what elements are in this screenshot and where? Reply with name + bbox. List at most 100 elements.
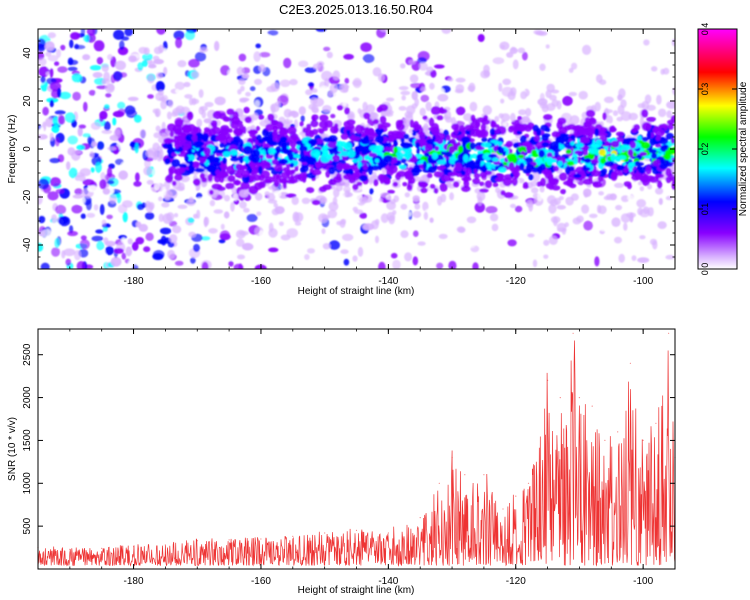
haze-blob — [316, 64, 325, 72]
signal-blob — [541, 141, 550, 148]
signal-blob — [350, 133, 355, 143]
haze-blob — [322, 105, 332, 113]
signal-blob — [326, 142, 337, 149]
signal-blob — [657, 180, 663, 189]
noise-blob — [259, 52, 271, 58]
haze-blob — [167, 99, 174, 108]
signal-blob — [532, 124, 539, 132]
haze-blob — [532, 259, 538, 268]
haze-blob — [531, 187, 539, 194]
haze-blob — [335, 184, 343, 192]
noise-blob — [103, 237, 109, 244]
signal-blob — [165, 138, 176, 144]
signal-blob — [189, 160, 194, 167]
haze-blob — [357, 246, 364, 257]
signal-blob — [278, 158, 288, 165]
signal-blob — [387, 189, 395, 194]
signal-blob — [540, 177, 546, 187]
noise-blob — [241, 73, 250, 79]
signal-blob — [585, 127, 595, 136]
haze-blob — [455, 77, 466, 83]
signal-blob — [289, 134, 297, 144]
signal-blob — [469, 142, 476, 150]
noise-blob — [107, 167, 113, 178]
haze-blob — [469, 101, 478, 112]
signal-blob — [162, 143, 173, 149]
noise-blob — [307, 248, 315, 254]
signal-blob — [191, 134, 198, 142]
signal-blob — [426, 172, 433, 179]
noise-blob — [40, 262, 50, 269]
haze-blob — [518, 109, 527, 116]
haze-blob — [322, 243, 331, 250]
noise-blob — [238, 53, 247, 62]
spectrogram-y-axis-label: Frequency (Hz) — [7, 115, 18, 184]
haze-blob — [548, 204, 557, 214]
haze-blob — [321, 228, 326, 235]
noise-blob — [159, 227, 172, 235]
haze-blob — [239, 98, 248, 103]
haze-blob — [258, 64, 266, 72]
snr-xtick-label: -160 — [251, 576, 271, 587]
signal-blob — [549, 141, 560, 151]
signal-blob — [558, 126, 568, 135]
haze-blob — [238, 230, 249, 236]
signal-blob — [214, 157, 219, 163]
signal-blob — [528, 174, 534, 181]
signal-blob — [513, 173, 519, 180]
haze-blob — [184, 94, 193, 99]
signal-blob — [193, 140, 203, 149]
noise-blob — [47, 191, 59, 201]
haze-blob — [526, 199, 534, 208]
haze-blob — [430, 192, 436, 201]
signal-blob — [616, 171, 624, 176]
signal-blob — [392, 181, 399, 187]
snr-ytick-label: 2000 — [22, 386, 33, 409]
noise-blob — [242, 242, 254, 251]
noise-blob — [223, 211, 230, 219]
signal-blob — [447, 171, 457, 177]
haze-blob — [158, 213, 164, 222]
noise-blob — [122, 200, 133, 208]
snr-envelope-point — [387, 532, 389, 534]
noise-blob — [437, 93, 449, 102]
noise-blob — [131, 241, 139, 251]
signal-blob — [435, 132, 445, 141]
signal-blob — [434, 145, 440, 152]
signal-blob — [187, 148, 193, 156]
signal-blob — [651, 152, 658, 159]
haze-blob — [175, 105, 185, 114]
noise-blob — [474, 202, 486, 213]
signal-blob — [634, 160, 641, 167]
signal-blob — [560, 189, 567, 195]
noise-blob — [174, 260, 184, 266]
haze-blob — [598, 205, 607, 215]
signal-blob — [395, 172, 401, 181]
signal-blob — [337, 146, 344, 152]
haze-blob — [649, 238, 658, 246]
noise-blob — [147, 94, 154, 99]
signal-blob — [165, 175, 173, 183]
haze-blob — [359, 196, 369, 204]
noise-blob — [104, 121, 111, 131]
signal-blob — [468, 160, 474, 170]
signal-blob — [364, 135, 370, 143]
signal-blob — [539, 163, 546, 171]
haze-blob — [546, 83, 555, 93]
spectrogram-ytick-label: -40 — [22, 237, 33, 252]
noise-blob — [101, 129, 113, 134]
signal-blob — [250, 154, 260, 164]
haze-blob — [146, 179, 154, 185]
signal-blob — [670, 115, 675, 123]
haze-blob — [267, 192, 276, 201]
signal-blob — [220, 128, 231, 134]
noise-blob — [417, 57, 427, 64]
signal-blob — [668, 123, 674, 130]
noise-blob — [662, 43, 675, 52]
signal-blob — [471, 118, 478, 123]
noise-blob — [533, 29, 544, 35]
haze-blob — [612, 110, 619, 117]
signal-blob — [639, 151, 648, 157]
haze-blob — [400, 63, 406, 69]
signal-blob — [518, 146, 528, 154]
